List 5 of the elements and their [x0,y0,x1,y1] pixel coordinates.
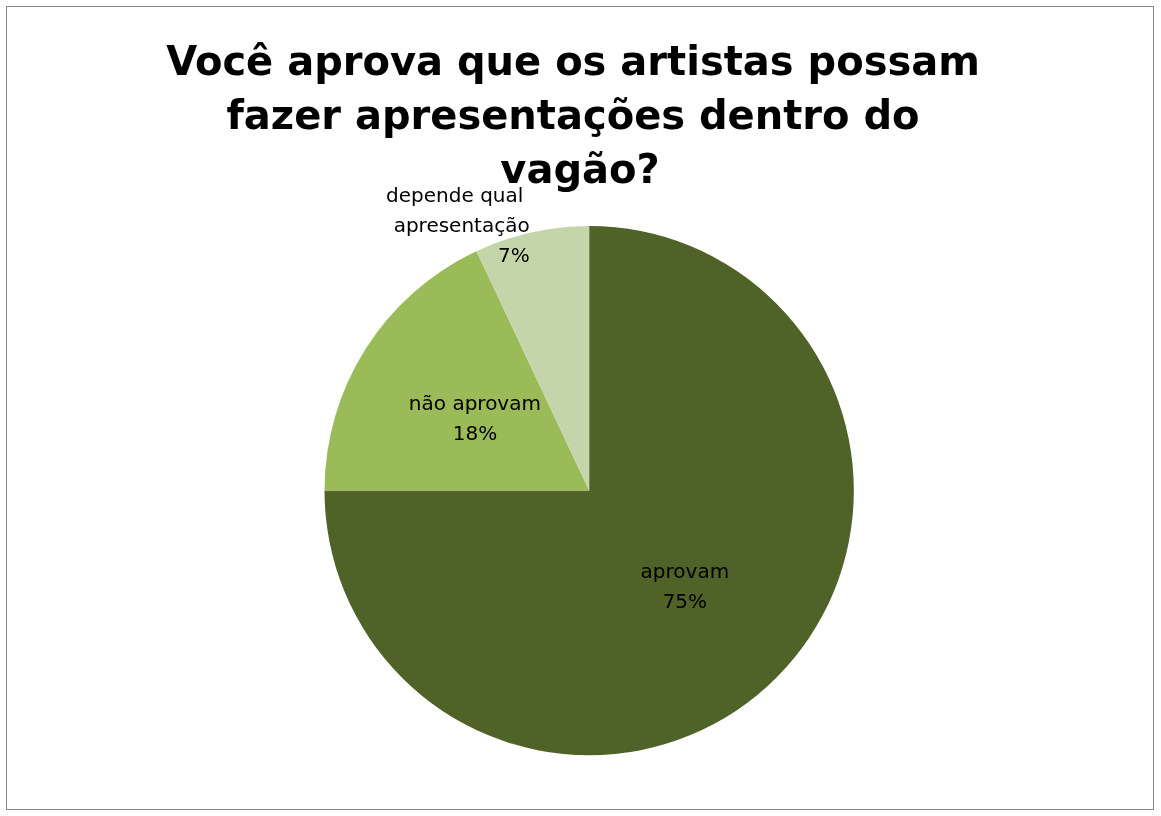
data-label: 7% [497,242,530,267]
slice-label: aprovam [640,559,730,584]
slice-label: não aprovam [408,391,541,416]
data-label: 18% [452,421,498,446]
data-label: 75% [662,589,708,614]
